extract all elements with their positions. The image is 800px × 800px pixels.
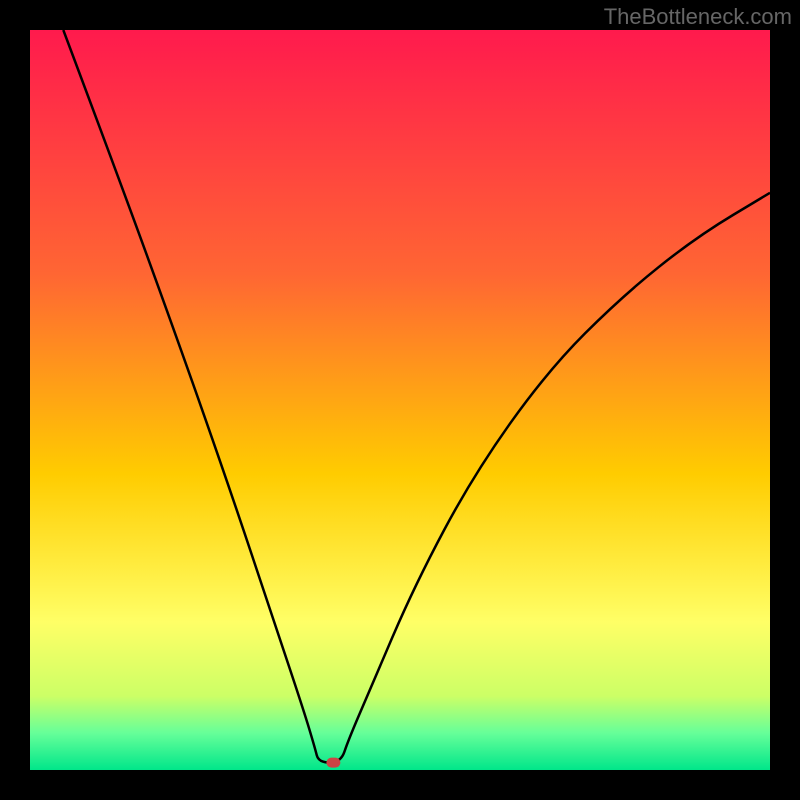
curve-layer — [30, 30, 770, 770]
bottleneck-chart — [30, 30, 770, 770]
minimum-marker — [326, 758, 340, 768]
bottleneck-curve — [63, 30, 770, 763]
watermark-text: TheBottleneck.com — [604, 4, 792, 30]
